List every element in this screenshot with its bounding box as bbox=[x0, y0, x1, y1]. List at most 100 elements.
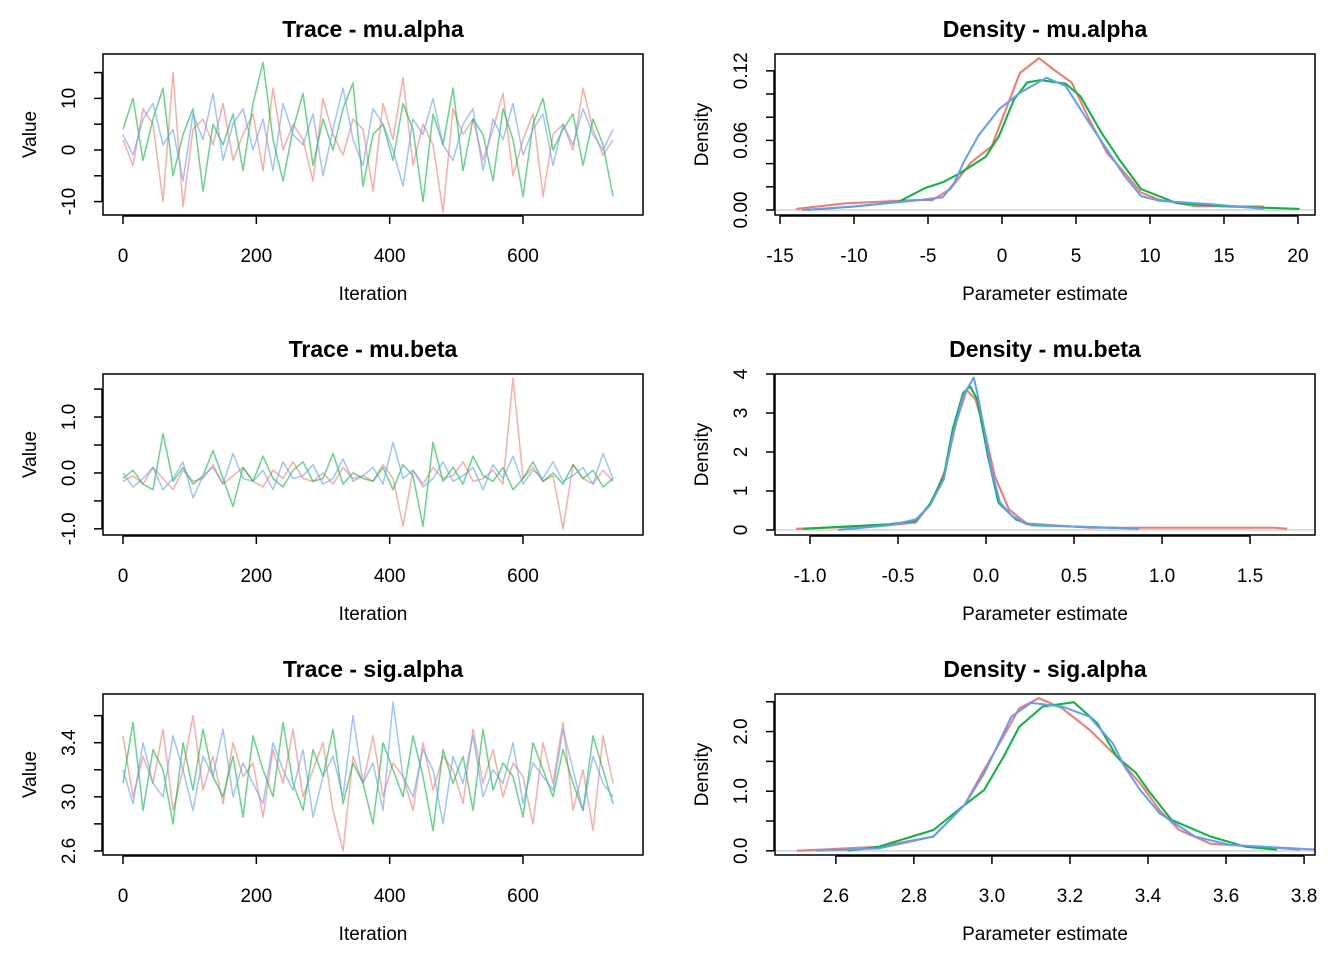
y-tick-label: 0.0 bbox=[731, 838, 752, 864]
y-tick-label: 2 bbox=[731, 447, 752, 458]
plot-area bbox=[775, 697, 1315, 852]
x-tick-label: -15 bbox=[766, 246, 793, 267]
y-tick-label: 4 bbox=[731, 368, 752, 379]
y-axis-label: Density bbox=[692, 422, 713, 486]
y-tick-label: 1.0 bbox=[59, 404, 80, 430]
trace-line-chain-2 bbox=[122, 433, 614, 527]
y-tick-label: 0 bbox=[731, 525, 752, 536]
x-tick-label: 2.8 bbox=[901, 886, 927, 907]
panel-title: Density - mu.beta bbox=[949, 336, 1141, 362]
plot-area bbox=[775, 57, 1315, 211]
plot-frame bbox=[774, 53, 1316, 216]
x-tick-label: 15 bbox=[1213, 246, 1234, 267]
x-tick-label: 3.4 bbox=[1135, 886, 1162, 907]
panel-density-sig-alpha: Density - sig.alpha 2.6 2.8 3.0 3.2 3.4 3.6 3.8… bbox=[692, 656, 1317, 945]
y-tick-label: 3.4 bbox=[59, 729, 80, 756]
panel-trace-mu-alpha: Trace - mu.alpha 0 200 400 600 Iteration -10 0 1… bbox=[20, 16, 644, 305]
density-curve-chain-1 bbox=[796, 57, 1264, 210]
y-tick-label: 1.0 bbox=[731, 778, 752, 804]
x-tick-label: 200 bbox=[240, 886, 272, 907]
x-tick-label: 0 bbox=[997, 246, 1008, 267]
x-tick-label: 3.0 bbox=[979, 886, 1005, 907]
density-curve-chain-3 bbox=[838, 376, 1140, 531]
y-tick-label: 0 bbox=[59, 145, 80, 156]
y-axis-label: Value bbox=[20, 111, 41, 158]
panel-density-mu-beta: Density - mu.beta -1.0 -0.5 0.0 0.5 1.0 1.5 Par… bbox=[692, 336, 1316, 625]
panel-trace-mu-beta: Trace - mu.beta 0 200 400 600 Iteration -1.0 0.… bbox=[20, 336, 644, 625]
panel-title: Density - sig.alpha bbox=[943, 656, 1146, 682]
x-tick-label: 3.6 bbox=[1213, 886, 1239, 907]
x-tick-label: 600 bbox=[507, 886, 539, 907]
y-tick-label: 0.00 bbox=[731, 192, 752, 229]
plot-frame bbox=[774, 693, 1316, 856]
x-tick-label: 600 bbox=[507, 566, 539, 587]
panel-trace-sig-alpha: Trace - sig.alpha 0 200 400 600 Iteration 2.6 3… bbox=[20, 656, 644, 945]
y-tick-label: -1.0 bbox=[59, 512, 80, 545]
x-tick-label: 2.6 bbox=[823, 886, 849, 907]
plot-frame bbox=[102, 53, 644, 216]
y-tick-label: 0.12 bbox=[731, 52, 752, 89]
x-axis-label: Parameter estimate bbox=[962, 284, 1128, 305]
panel-title: Trace - mu.alpha bbox=[282, 16, 464, 42]
trace-line-chain-3 bbox=[122, 441, 614, 499]
panel-title: Trace - mu.beta bbox=[289, 336, 458, 362]
density-curve-chain-3 bbox=[802, 76, 1264, 211]
y-tick-label: 0.0 bbox=[59, 460, 80, 486]
x-tick-label: 400 bbox=[374, 886, 406, 907]
y-tick-label: 2.0 bbox=[731, 718, 752, 744]
plot-area bbox=[122, 377, 614, 530]
trace-line-chain-3 bbox=[122, 701, 614, 825]
x-axis-label: Parameter estimate bbox=[962, 924, 1128, 945]
y-tick-label: 3 bbox=[731, 408, 752, 419]
x-tick-label: -0.5 bbox=[882, 566, 915, 587]
trace-line-chain-2 bbox=[122, 61, 614, 203]
y-tick-label: 0.06 bbox=[731, 122, 752, 159]
plot-frame bbox=[102, 373, 644, 536]
x-tick-label: 3.8 bbox=[1291, 886, 1317, 907]
density-curve-chain-2 bbox=[802, 385, 1126, 530]
x-tick-label: 0 bbox=[118, 886, 129, 907]
trace-line-chain-1 bbox=[122, 714, 614, 852]
x-tick-label: 200 bbox=[240, 246, 272, 267]
y-tick-label: -10 bbox=[59, 188, 80, 215]
x-tick-label: 0 bbox=[118, 566, 129, 587]
density-curve-chain-3 bbox=[816, 701, 1315, 852]
x-tick-label: 0.0 bbox=[973, 566, 999, 587]
y-tick-label: 3.0 bbox=[59, 784, 80, 810]
x-tick-label: 200 bbox=[240, 566, 272, 587]
x-tick-label: 600 bbox=[507, 246, 539, 267]
trace-line-chain-1 bbox=[122, 377, 614, 530]
plot-frame bbox=[774, 373, 1316, 536]
density-curve-chain-2 bbox=[847, 701, 1277, 852]
x-tick-label: 400 bbox=[374, 566, 406, 587]
x-tick-label: 400 bbox=[374, 246, 406, 267]
y-axis-label: Value bbox=[20, 431, 41, 478]
density-curve-chain-1 bbox=[795, 389, 1288, 530]
plot-area bbox=[122, 61, 614, 213]
y-tick-label: 1 bbox=[731, 486, 752, 497]
density-curve-chain-2 bbox=[806, 79, 1300, 211]
x-axis-label: Parameter estimate bbox=[962, 604, 1128, 625]
x-tick-label: -10 bbox=[840, 246, 867, 267]
x-axis-label: Iteration bbox=[339, 924, 408, 945]
x-axis-label: Iteration bbox=[339, 604, 408, 625]
x-tick-label: 10 bbox=[1139, 246, 1160, 267]
trace-line-chain-3 bbox=[122, 87, 614, 187]
plot-area bbox=[122, 701, 614, 852]
plot-area bbox=[775, 376, 1315, 531]
panel-title: Density - mu.alpha bbox=[943, 16, 1148, 42]
x-tick-label: -1.0 bbox=[794, 566, 827, 587]
y-axis-label: Density bbox=[692, 102, 713, 166]
plot-frame bbox=[102, 693, 644, 856]
x-tick-label: 0.5 bbox=[1061, 566, 1087, 587]
x-axis-label: Iteration bbox=[339, 284, 408, 305]
x-tick-label: 1.0 bbox=[1149, 566, 1175, 587]
y-tick-label: 10 bbox=[59, 88, 80, 109]
x-tick-label: -5 bbox=[920, 246, 937, 267]
y-tick-label: 2.6 bbox=[59, 838, 80, 864]
x-tick-label: 3.2 bbox=[1057, 886, 1083, 907]
x-tick-label: 20 bbox=[1287, 246, 1308, 267]
panel-density-mu-alpha: Density - mu.alpha -15 -10 -5 0 5 10 15 20 Parame… bbox=[692, 16, 1316, 305]
